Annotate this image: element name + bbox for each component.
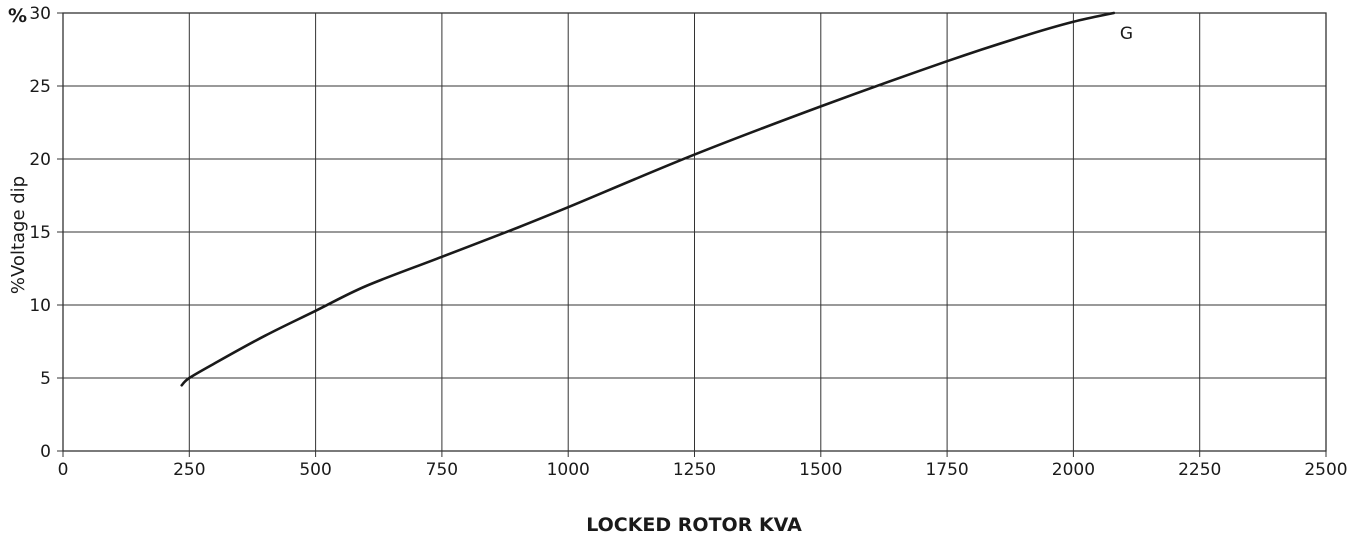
x-tick-labels: 0 250 500 750 1000 1250 1500 1750 2000 2250 2500 bbox=[58, 460, 1348, 480]
y-tick-label: 25 bbox=[29, 77, 51, 97]
x-tick-label: 500 bbox=[299, 460, 331, 480]
y-tick-labels: 0 5 10 15 20 25 30 bbox=[29, 4, 51, 462]
y-tick-label: 5 bbox=[40, 369, 51, 389]
x-tick-label: 2250 bbox=[1178, 460, 1221, 480]
y-tick-label: 10 bbox=[29, 296, 51, 316]
y-axis-label: %Voltage dip bbox=[8, 176, 29, 294]
y-tick-label: 0 bbox=[40, 442, 51, 462]
x-tick-label: 2500 bbox=[1304, 460, 1347, 480]
plot-frame bbox=[62, 12, 1327, 452]
series-line-G bbox=[180, 11, 1116, 387]
series-label-G: G bbox=[1120, 24, 1133, 44]
x-tick-label: 1500 bbox=[799, 460, 842, 480]
x-axis-label: LOCKED ROTOR KVA bbox=[586, 514, 802, 534]
x-tick-label: 750 bbox=[426, 460, 458, 480]
x-tick-label: 250 bbox=[173, 460, 205, 480]
grid bbox=[63, 13, 1326, 451]
y-tick-label: 15 bbox=[29, 223, 51, 243]
x-tick-label: 0 bbox=[58, 460, 69, 480]
x-tick-label: 1000 bbox=[547, 460, 590, 480]
x-tick-label: 1750 bbox=[925, 460, 968, 480]
x-tick-label: 2000 bbox=[1052, 460, 1095, 480]
y-tick-label: 30 bbox=[29, 4, 51, 24]
y-tick-label: 20 bbox=[29, 150, 51, 170]
axes bbox=[57, 12, 1327, 457]
y-unit-label: % bbox=[8, 5, 27, 27]
x-tick-label: 1250 bbox=[673, 460, 716, 480]
series-group: G bbox=[180, 11, 1133, 387]
